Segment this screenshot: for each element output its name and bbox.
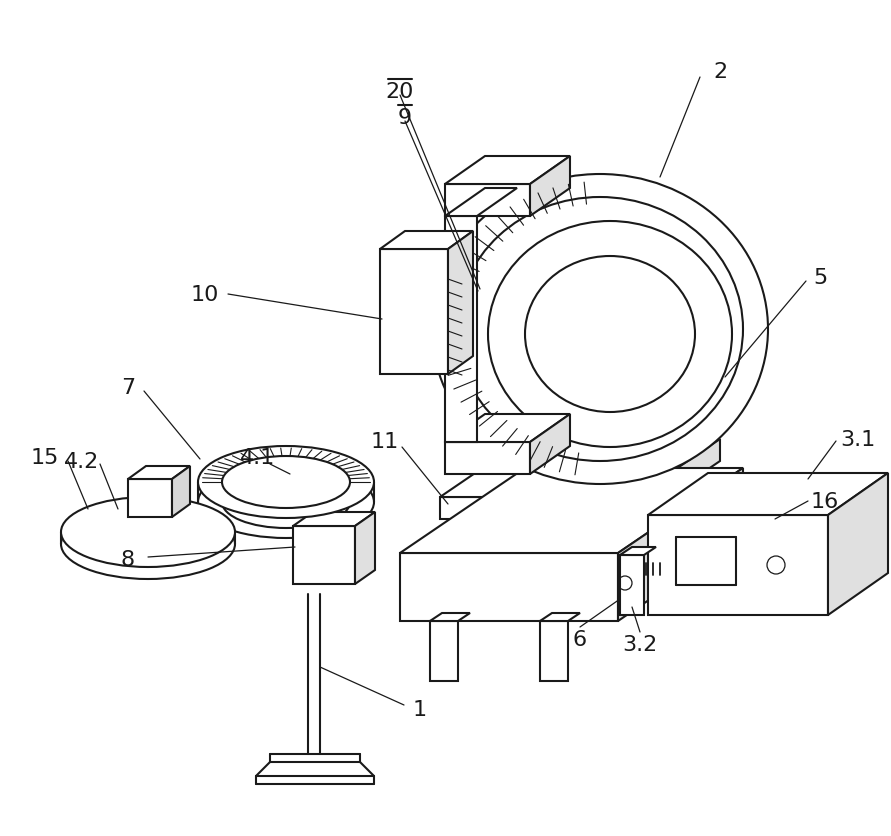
Polygon shape bbox=[430, 614, 470, 621]
Polygon shape bbox=[440, 440, 720, 497]
Ellipse shape bbox=[61, 497, 235, 568]
Polygon shape bbox=[540, 614, 580, 621]
Ellipse shape bbox=[198, 466, 374, 538]
Ellipse shape bbox=[488, 222, 732, 447]
Polygon shape bbox=[445, 217, 477, 442]
Polygon shape bbox=[445, 415, 570, 442]
Text: 7: 7 bbox=[121, 378, 135, 398]
Text: 20: 20 bbox=[386, 82, 414, 102]
Polygon shape bbox=[618, 468, 743, 621]
Polygon shape bbox=[540, 621, 568, 681]
Polygon shape bbox=[530, 415, 570, 475]
Ellipse shape bbox=[198, 446, 374, 518]
Polygon shape bbox=[293, 527, 355, 584]
Text: 15: 15 bbox=[31, 447, 59, 467]
Text: 8: 8 bbox=[121, 549, 135, 569]
Polygon shape bbox=[128, 466, 190, 479]
Ellipse shape bbox=[457, 198, 743, 461]
Polygon shape bbox=[620, 555, 644, 615]
Ellipse shape bbox=[432, 175, 768, 484]
Text: 16: 16 bbox=[811, 492, 839, 512]
Text: 11: 11 bbox=[371, 431, 399, 451]
Polygon shape bbox=[293, 512, 375, 527]
Text: 4.2: 4.2 bbox=[64, 451, 100, 472]
Polygon shape bbox=[445, 185, 530, 217]
Text: 5: 5 bbox=[813, 268, 827, 288]
Ellipse shape bbox=[525, 257, 695, 412]
Polygon shape bbox=[448, 232, 473, 375]
Text: 2: 2 bbox=[713, 62, 727, 82]
Polygon shape bbox=[635, 440, 720, 519]
Polygon shape bbox=[430, 621, 458, 681]
Polygon shape bbox=[620, 548, 656, 555]
Text: 6: 6 bbox=[573, 630, 587, 650]
Polygon shape bbox=[400, 468, 743, 553]
Polygon shape bbox=[400, 553, 618, 621]
Polygon shape bbox=[440, 497, 635, 519]
Ellipse shape bbox=[61, 509, 235, 579]
Polygon shape bbox=[380, 250, 448, 375]
Ellipse shape bbox=[222, 477, 350, 528]
Polygon shape bbox=[828, 473, 888, 615]
Polygon shape bbox=[355, 512, 375, 584]
Ellipse shape bbox=[222, 456, 350, 508]
Text: 10: 10 bbox=[191, 285, 219, 304]
Text: 3.2: 3.2 bbox=[623, 635, 658, 655]
Polygon shape bbox=[648, 515, 828, 615]
Polygon shape bbox=[128, 479, 172, 517]
Polygon shape bbox=[380, 232, 473, 250]
Text: 9: 9 bbox=[398, 108, 412, 128]
Text: 1: 1 bbox=[413, 699, 427, 719]
Text: 4.1: 4.1 bbox=[241, 447, 275, 467]
Polygon shape bbox=[445, 157, 570, 185]
Polygon shape bbox=[530, 157, 570, 217]
Text: 3.1: 3.1 bbox=[840, 430, 876, 450]
Polygon shape bbox=[445, 189, 517, 217]
Polygon shape bbox=[445, 442, 530, 475]
Polygon shape bbox=[648, 473, 888, 515]
Polygon shape bbox=[172, 466, 190, 517]
